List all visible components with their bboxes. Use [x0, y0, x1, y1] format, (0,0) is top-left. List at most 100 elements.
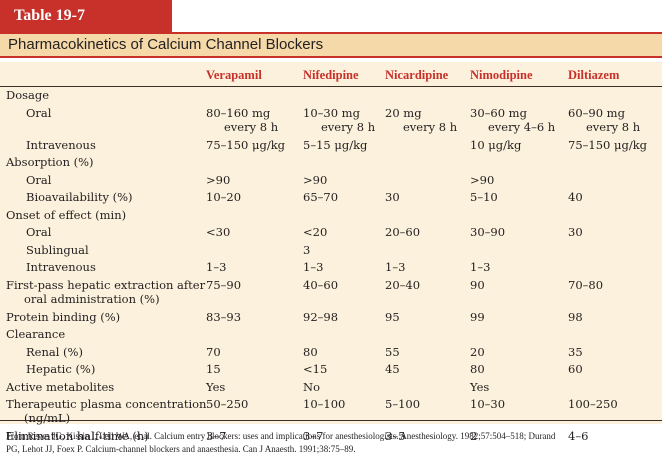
cell-line: <20	[303, 225, 328, 239]
cell-line: <30	[206, 225, 231, 239]
row-label: Intravenous	[26, 138, 96, 152]
row-label: Active metabolites	[6, 380, 114, 394]
cell-line: every 4–6 h	[488, 119, 556, 134]
cell-nifedipine: 3–7	[303, 429, 323, 443]
cell-line: every 8 h	[403, 119, 458, 134]
cell-nicardipine: 55	[385, 345, 400, 359]
data-table: Verapamil Nifedipine Nicardipine Nimodipine…	[0, 62, 662, 443]
cell-verapamil: 75–90	[206, 278, 241, 292]
row-label-line: Renal (%)	[26, 344, 83, 359]
row-label: Dosage	[6, 88, 49, 102]
cell-nimodipine: 2	[470, 429, 477, 443]
cell-nicardipine: 20 mg every 8 h	[385, 106, 457, 134]
cell-verapamil: 83–93	[206, 310, 241, 324]
table-header: Table 19-7 Pharmacokinetics of Calcium C…	[0, 0, 662, 60]
cell-line: 80	[303, 344, 318, 359]
cell-line: 100–250	[568, 397, 618, 411]
cell-diltiazem: 98	[568, 310, 583, 324]
row-label-line: Intravenous	[26, 260, 96, 274]
cell-line: 20–60	[385, 225, 421, 239]
column-header-nifedipine: Nifedipine	[303, 68, 359, 82]
cell-line: 95	[385, 309, 400, 324]
cell-line: 75–150 μg/kg	[568, 137, 648, 152]
cell-nifedipine: 92–98	[303, 310, 338, 324]
cell-nifedipine: 3	[303, 243, 310, 257]
cell-line: 1–3	[303, 260, 324, 274]
row-label-line: Protein binding (%)	[6, 309, 121, 324]
cell-line: 98	[568, 309, 583, 324]
cell-line: 60	[568, 362, 583, 376]
column-header-nimodipine: Nimodipine	[470, 68, 533, 82]
cell-line: 70–80	[568, 277, 604, 292]
cell-verapamil: <30	[206, 225, 230, 239]
row-label: Sublingual	[26, 243, 89, 257]
cell-nicardipine: 5–100	[385, 397, 420, 411]
cell-line: 20–40	[385, 277, 421, 292]
cell-nicardipine: 3–5	[385, 429, 405, 443]
table-number-tab: Table 19-7	[0, 0, 172, 32]
row-label-line: Bioavailability (%)	[26, 190, 133, 204]
cell-line: 99	[470, 309, 485, 324]
cell-line: 45	[385, 362, 400, 376]
row-label: Elimination half-time (h)	[6, 429, 149, 443]
cell-line: 30	[568, 225, 583, 239]
cell-line: 10–30	[470, 397, 506, 411]
cell-line: 10 μg/kg	[470, 137, 522, 152]
row-label-line: Onset of effect (min)	[6, 207, 127, 222]
cell-nimodipine: 90	[470, 278, 485, 292]
column-header-nicardipine: Nicardipine	[385, 68, 449, 82]
cell-verapamil: 80–160 mg every 8 h	[206, 106, 278, 134]
cell-line: 35	[568, 344, 583, 359]
cell-verapamil: 50–250	[206, 397, 248, 411]
cell-line: 1–3	[385, 260, 406, 274]
cell-line: Yes	[206, 379, 226, 394]
row-label-line: Intravenous	[26, 137, 96, 152]
cell-line: 92–98	[303, 309, 339, 324]
cell-line: 1–3	[206, 260, 227, 274]
cell-verapamil: 3–7	[206, 429, 226, 443]
row-label-line: First-pass hepatic extraction after	[6, 277, 206, 292]
cell-nicardipine: 45	[385, 362, 400, 376]
column-header-verapamil: Verapamil	[206, 68, 262, 82]
cell-line: 5–10	[470, 190, 498, 204]
row-label: Protein binding (%)	[6, 310, 120, 324]
cell-nifedipine: No	[303, 380, 320, 394]
cell-line: 30–90	[470, 225, 506, 239]
cell-line: 40–60	[303, 277, 339, 292]
cell-diltiazem: 60–90 mg every 8 h	[568, 106, 640, 134]
cell-nifedipine: 80	[303, 345, 318, 359]
row-label: Hepatic (%)	[26, 362, 95, 376]
cell-line: 55	[385, 344, 400, 359]
row-label: Oral	[26, 173, 51, 187]
table-footnote: From Reves JG, Kissin I, Lell WA, et al.…	[6, 430, 656, 456]
cell-line: 60–90 mg	[568, 105, 625, 120]
cell-line: 5–100	[385, 397, 421, 411]
cell-line: 30–60 mg	[470, 105, 527, 120]
cell-nifedipine: 10–100	[303, 397, 345, 411]
cell-line: 4–6	[568, 429, 589, 443]
cell-line: 70	[206, 344, 221, 359]
cell-nimodipine: 20	[470, 345, 485, 359]
cell-nicardipine: 1–3	[385, 260, 405, 274]
cell-verapamil: 75–150 μg/kg	[206, 138, 285, 152]
cell-line: 75–90	[206, 277, 242, 292]
cell-verapamil: Yes	[206, 380, 225, 394]
cell-line: >90	[470, 172, 495, 187]
title-band: Pharmacokinetics of Calcium Channel Bloc…	[0, 32, 662, 58]
cell-line: 65–70	[303, 190, 339, 204]
cell-diltiazem: 40	[568, 190, 583, 204]
cell-line: 90	[470, 277, 485, 292]
cell-line: No	[303, 379, 320, 394]
cell-line: 5–15 μg/kg	[303, 137, 368, 152]
cell-line: 1–3	[470, 260, 491, 274]
cell-nimodipine: 10–30	[470, 397, 505, 411]
cell-line: 2	[470, 429, 478, 443]
cell-nicardipine: 95	[385, 310, 400, 324]
cell-nicardipine: 20–60	[385, 225, 420, 239]
row-label: Intravenous	[26, 260, 96, 274]
cell-verapamil: 1–3	[206, 260, 226, 274]
cell-diltiazem: 30	[568, 225, 583, 239]
cell-line: 10–20	[206, 190, 242, 204]
cell-diltiazem: 75–150 μg/kg	[568, 138, 647, 152]
row-label: Clearance	[6, 327, 65, 341]
